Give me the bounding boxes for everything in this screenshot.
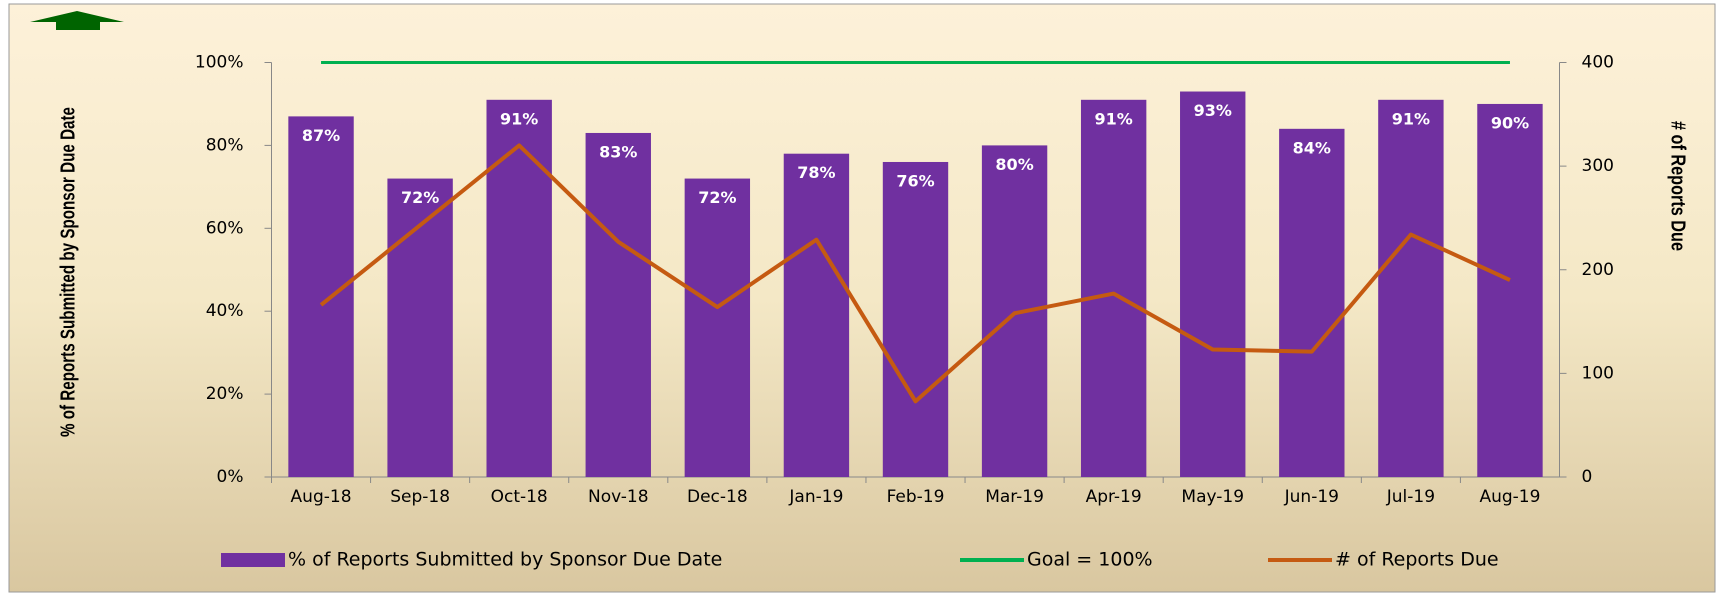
x-tick-label: Jul-19 bbox=[1386, 487, 1435, 507]
legend-label: # of Reports Due bbox=[1335, 549, 1499, 571]
bar bbox=[882, 161, 949, 478]
arrow-icon bbox=[30, 11, 124, 30]
x-tick-label: Oct-18 bbox=[491, 487, 548, 507]
legend-swatch bbox=[221, 553, 285, 567]
bar-value-label: 91% bbox=[1392, 109, 1430, 128]
bar-value-label: 80% bbox=[995, 155, 1033, 174]
y-tick-label: 100% bbox=[195, 53, 244, 73]
bar bbox=[783, 153, 850, 477]
x-tick-label: May-19 bbox=[1181, 487, 1244, 507]
y-axis-title: % of Reports Submitted by Sponsor Due Da… bbox=[57, 107, 79, 437]
x-tick-label: Mar-19 bbox=[985, 487, 1044, 507]
x-tick-label: Sep-18 bbox=[390, 487, 450, 507]
bar-value-label: 76% bbox=[896, 171, 934, 190]
bar-value-label: 91% bbox=[500, 109, 538, 128]
bar-value-label: 83% bbox=[599, 142, 637, 161]
x-tick-label: Jun-19 bbox=[1284, 487, 1339, 507]
legend-label: Goal = 100% bbox=[1027, 549, 1153, 571]
y-tick-label: 80% bbox=[206, 135, 244, 155]
bar bbox=[387, 178, 453, 477]
y2-tick-label: 200 bbox=[1582, 260, 1614, 280]
bar-value-label: 72% bbox=[401, 188, 439, 207]
bar bbox=[585, 132, 651, 477]
x-tick-label: Feb-19 bbox=[887, 487, 945, 507]
bar bbox=[684, 178, 751, 477]
x-tick-label: Dec-18 bbox=[687, 487, 748, 507]
bar bbox=[1378, 99, 1444, 478]
chart-area bbox=[8, 3, 1716, 593]
bar-value-label: 84% bbox=[1293, 138, 1331, 157]
bar bbox=[1477, 103, 1543, 477]
legend-label: % of Reports Submitted by Sponsor Due Da… bbox=[288, 549, 722, 571]
bar-value-label: 72% bbox=[698, 188, 736, 207]
bar-value-label: 78% bbox=[797, 163, 835, 182]
bar bbox=[288, 116, 354, 477]
bar bbox=[981, 145, 1048, 477]
y2-tick-label: 0 bbox=[1582, 467, 1593, 487]
bar-value-label: 93% bbox=[1194, 101, 1232, 120]
x-tick-label: Apr-19 bbox=[1086, 487, 1142, 507]
x-tick-label: Aug-19 bbox=[1479, 487, 1540, 507]
y2-tick-label: 400 bbox=[1582, 53, 1614, 73]
bar bbox=[486, 99, 552, 478]
x-tick-label: Aug-18 bbox=[291, 487, 352, 507]
y-tick-label: 20% bbox=[206, 384, 244, 404]
x-tick-label: Nov-18 bbox=[588, 487, 649, 507]
y2-tick-label: 100 bbox=[1582, 363, 1614, 383]
y-tick-label: 0% bbox=[217, 467, 244, 487]
y2-axis-title: # of Reports Due bbox=[1667, 121, 1689, 251]
y-tick-label: 60% bbox=[206, 218, 244, 238]
line-series bbox=[319, 143, 1511, 404]
bar-value-label: 90% bbox=[1491, 113, 1529, 132]
bar-value-label: 91% bbox=[1095, 109, 1133, 128]
bar-value-label: 87% bbox=[302, 126, 340, 145]
bar bbox=[1180, 91, 1246, 477]
bar bbox=[1080, 99, 1147, 478]
bar bbox=[1279, 128, 1345, 477]
y-tick-label: 40% bbox=[206, 301, 244, 321]
y2-tick-label: 300 bbox=[1582, 156, 1614, 176]
x-tick-label: Jan-19 bbox=[788, 487, 843, 507]
